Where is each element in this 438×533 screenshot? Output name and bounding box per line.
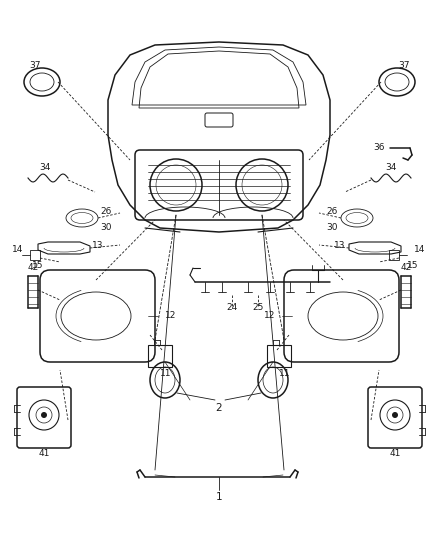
Text: 41: 41 xyxy=(389,448,400,457)
Text: 25: 25 xyxy=(252,303,263,311)
Text: 26: 26 xyxy=(326,207,337,216)
Circle shape xyxy=(41,412,47,418)
Text: 42: 42 xyxy=(27,263,39,272)
Text: 15: 15 xyxy=(32,261,43,270)
Text: 36: 36 xyxy=(373,142,384,151)
Text: 2: 2 xyxy=(215,403,222,413)
Text: 11: 11 xyxy=(279,368,290,377)
Text: 34: 34 xyxy=(39,164,50,173)
Text: 37: 37 xyxy=(397,61,409,70)
Text: 15: 15 xyxy=(406,261,417,270)
Text: 34: 34 xyxy=(385,164,396,173)
Text: 30: 30 xyxy=(100,223,111,232)
Text: 30: 30 xyxy=(326,223,337,232)
Text: 24: 24 xyxy=(226,303,237,311)
Text: 11: 11 xyxy=(159,368,171,377)
Text: 13: 13 xyxy=(92,241,103,251)
Text: 1: 1 xyxy=(215,492,222,502)
Text: 37: 37 xyxy=(29,61,41,70)
Text: 12: 12 xyxy=(165,311,176,320)
Text: 41: 41 xyxy=(38,448,49,457)
Circle shape xyxy=(391,412,397,418)
Text: 42: 42 xyxy=(399,263,411,272)
Text: 13: 13 xyxy=(333,241,344,251)
Text: 14: 14 xyxy=(413,246,425,254)
Text: 12: 12 xyxy=(263,311,274,320)
Text: 26: 26 xyxy=(100,207,111,216)
Text: 14: 14 xyxy=(12,246,24,254)
